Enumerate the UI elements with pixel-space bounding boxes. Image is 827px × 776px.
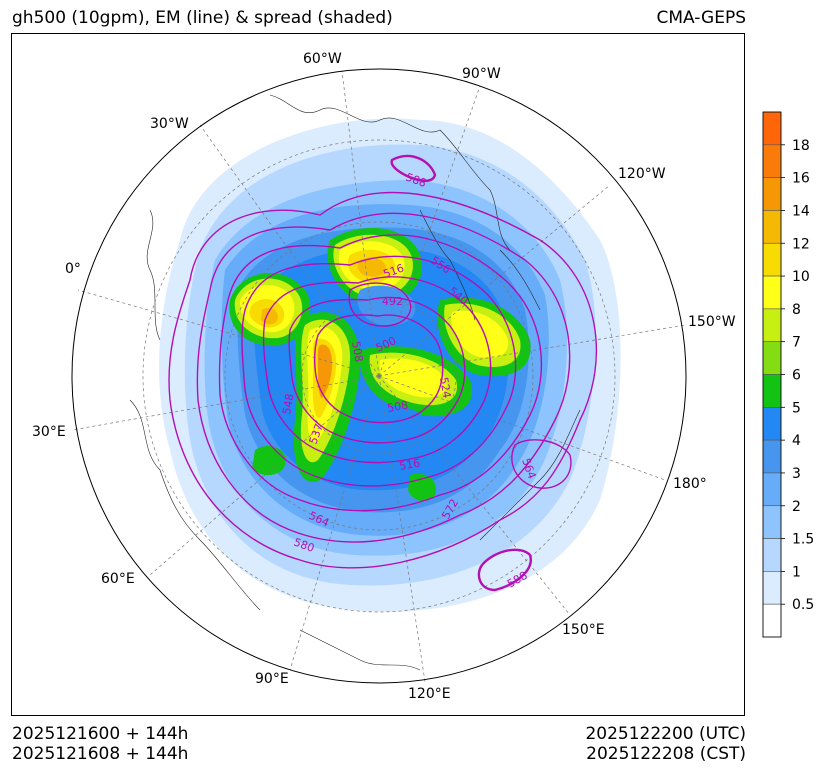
longitude-labels: 60°W 90°W 30°W 120°W 0° 150°W 30°E 180° … — [32, 51, 736, 702]
contour-label: 548 — [280, 393, 296, 416]
colorbar-tick-label: 5 — [792, 400, 801, 416]
colorbar-tick-label: 1 — [792, 564, 801, 580]
colorbar-tick-label: 18 — [792, 138, 810, 154]
colorbar-tick-label: 2 — [792, 499, 801, 515]
map-frame — [11, 33, 745, 716]
colorbar-tick-label: 8 — [792, 302, 801, 318]
colorbar-swatch — [762, 472, 782, 507]
contour-label: 516 — [398, 457, 421, 473]
lon-label: 30°E — [32, 424, 66, 440]
colorbar-swatch — [762, 144, 782, 178]
colorbar-swatch — [762, 111, 782, 146]
map-title: gh500 (10gpm), EM (line) & spread (shade… — [12, 8, 393, 28]
colorbar-swatch — [762, 439, 782, 474]
lon-label: 90°W — [462, 66, 501, 82]
colorbar-swatch — [762, 374, 782, 408]
contour-label: 508 — [386, 399, 409, 415]
colorbar-swatch — [762, 603, 782, 638]
lon-label: 150°E — [562, 622, 605, 638]
graticule — [71, 70, 686, 683]
valid-time-utc: 2025122200 (UTC) — [585, 724, 746, 744]
lon-label: 90°E — [255, 671, 289, 687]
init-time-cst: 2025121608 + 144h — [12, 744, 189, 764]
colorbar-swatch — [762, 210, 782, 244]
colorbar-tick-label: 16 — [792, 171, 810, 187]
colorbar-swatch — [762, 571, 782, 605]
contour-label: 524 — [437, 376, 453, 399]
colorbar-tick-label: 3 — [792, 466, 801, 482]
colorbar-tick-label: 4 — [792, 433, 801, 449]
colorbar-tick-label: 12 — [792, 236, 810, 252]
colorbar-tick-label: 7 — [792, 335, 801, 351]
model-name: CMA-GEPS — [656, 8, 746, 28]
contour-label: 508 — [349, 340, 365, 363]
map-boundary — [71, 68, 687, 684]
contour-label: 492 — [382, 295, 403, 308]
init-time-utc: 2025121600 + 144h — [12, 724, 189, 744]
colorbar-swatch — [762, 341, 782, 375]
lon-label: 0° — [65, 261, 81, 277]
lon-label: 150°W — [688, 314, 736, 330]
lon-label: 60°E — [101, 571, 135, 587]
colorbar-swatch — [762, 177, 782, 211]
colorbar-swatch — [762, 308, 782, 342]
em-contours — [168, 154, 597, 592]
lon-label: 120°E — [408, 686, 451, 702]
colorbar-swatch — [762, 242, 782, 277]
colorbar-tick-label: 6 — [792, 368, 801, 384]
lon-label: 30°W — [150, 116, 189, 132]
lon-label: 180° — [673, 476, 707, 492]
colorbar-swatch — [762, 505, 782, 539]
colorbar-tick-label: 1.5 — [792, 532, 814, 548]
colorbar-swatch — [762, 275, 782, 310]
colorbar-tick-label: 14 — [792, 203, 810, 219]
colorbar-swatch — [762, 407, 782, 441]
colorbar: 18 16 14 12 10 8 7 6 5 4 3 2 1.5 1 0.5 — [762, 111, 814, 638]
colorbar-tick-label: 10 — [792, 269, 810, 285]
colorbar-swatch — [762, 538, 782, 572]
valid-time-cst: 2025122208 (CST) — [586, 744, 746, 764]
colorbar-tick-label: 0.5 — [792, 597, 814, 613]
lon-label: 60°W — [303, 51, 342, 67]
lon-label: 120°W — [618, 166, 666, 182]
